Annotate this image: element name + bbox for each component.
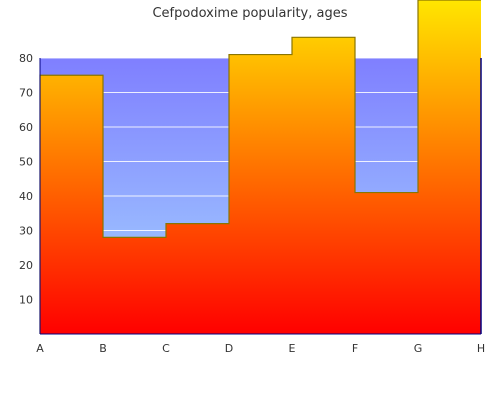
y-tick-label: 10	[19, 294, 33, 307]
x-tick-label: C	[162, 342, 170, 355]
y-tick-label: 20	[19, 259, 33, 272]
x-tick-label: A	[36, 342, 44, 355]
series-area	[39, 0, 481, 334]
x-axis-ticks: A B C D E F G H	[36, 342, 485, 355]
y-axis-ticks: 10 20 30 40 50 60 70 80	[19, 52, 33, 307]
y-tick-label: 80	[19, 52, 33, 65]
y-tick-label: 50	[19, 156, 33, 169]
chart-title: Cefpodoxime popularity, ages	[152, 6, 347, 21]
y-tick-label: 30	[19, 225, 33, 238]
y-tick-label: 40	[19, 190, 33, 203]
x-tick-label: B	[99, 342, 107, 355]
y-tick-label: 70	[19, 87, 33, 100]
x-tick-label: H	[477, 342, 485, 355]
y-tick-label: 60	[19, 121, 33, 134]
x-tick-label: G	[414, 342, 423, 355]
x-tick-label: E	[289, 342, 296, 355]
series-step-line	[39, 0, 481, 334]
x-tick-label: F	[352, 342, 358, 355]
axes	[39, 58, 482, 335]
x-tick-label: D	[225, 342, 233, 355]
series-area-fill	[40, 0, 481, 334]
